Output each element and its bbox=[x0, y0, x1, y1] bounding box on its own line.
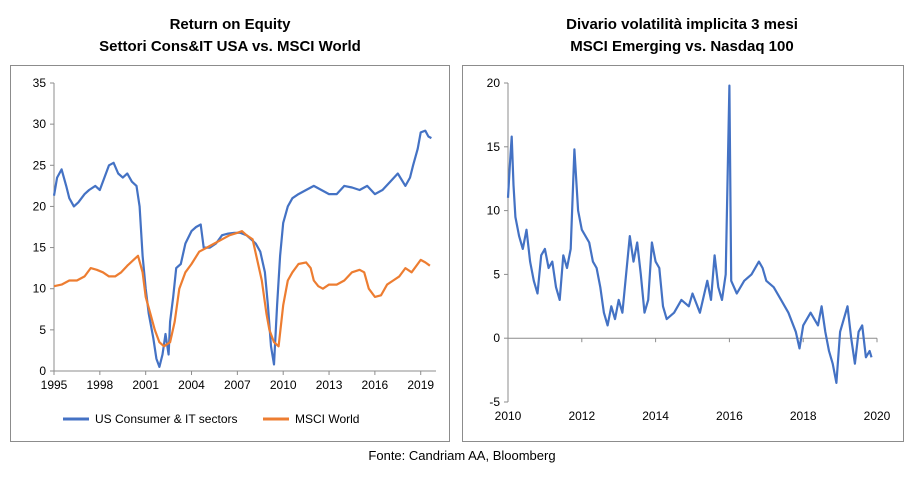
chart-1-series-line-1 bbox=[53, 230, 431, 348]
chart-1-x-tick-label: 2007 bbox=[224, 378, 251, 392]
chart-2-y-tick-label: 0 bbox=[493, 331, 500, 345]
chart-1-x-tick-label: 2004 bbox=[178, 378, 205, 392]
chart-1-y-tick-label: 15 bbox=[33, 241, 47, 255]
chart-1-y-tick-label: 20 bbox=[33, 199, 47, 213]
chart-2-y-tick-label: 20 bbox=[487, 76, 501, 90]
chart-2-y-tick-label: 5 bbox=[493, 267, 500, 281]
chart-2-title-block: Divario volatilità implicita 3 mesi MSCI… bbox=[462, 14, 902, 58]
chart-1-series-line-0 bbox=[52, 129, 432, 368]
chart-2-series-line-0 bbox=[506, 84, 873, 384]
chart-1-title-block: Return on Equity Settori Cons&IT USA vs.… bbox=[10, 14, 450, 58]
chart-2-title: Divario volatilità implicita 3 mesi bbox=[566, 16, 798, 33]
chart-1-x-tick-label: 2013 bbox=[316, 378, 343, 392]
chart-1-y-tick-label: 35 bbox=[33, 76, 47, 90]
chart-1-y-tick-label: 30 bbox=[33, 117, 47, 131]
chart-1-y-tick-label: 10 bbox=[33, 282, 47, 296]
chart-1-x-tick-label: 2001 bbox=[132, 378, 159, 392]
chart-2-subtitle: MSCI Emerging vs. Nasdaq 100 bbox=[570, 38, 794, 55]
chart-1-x-tick-label: 2016 bbox=[362, 378, 389, 392]
chart-1-subtitle: Settori Cons&IT USA vs. MSCI World bbox=[99, 38, 361, 55]
source-note: Fonte: Candriam AA, Bloomberg bbox=[368, 448, 556, 463]
chart-1-y-tick-label: 5 bbox=[39, 323, 46, 337]
chart-1-title: Return on Equity bbox=[169, 16, 291, 33]
chart-1-y-tick-label: 0 bbox=[39, 364, 46, 378]
chart-1-panel: 0 5 10 15 20 25 30 35 1995 1998 2001 2004 2007 2010 20… bbox=[10, 65, 450, 442]
chart-1-x-tick-label: 1998 bbox=[86, 378, 113, 392]
chart-1-x-tick-label: 1995 bbox=[41, 378, 68, 392]
chart-2-y-tick-label: -5 bbox=[489, 395, 500, 409]
chart-1-x-tick-label: 2010 bbox=[270, 378, 297, 392]
chart-1-legend-label-0: US Consumer & IT sectors bbox=[95, 412, 238, 426]
chart-2-x-tick-label: 2012 bbox=[568, 409, 595, 423]
chart-2-x-tick-label: 2016 bbox=[716, 409, 743, 423]
chart-1-legend-label-1: MSCI World bbox=[295, 412, 359, 426]
chart-1-x-tick-label: 2019 bbox=[407, 378, 434, 392]
chart-2-y-tick-label: 10 bbox=[487, 204, 501, 218]
chart-2-y-tick-label: 15 bbox=[487, 140, 501, 154]
chart-1-svg: 0 5 10 15 20 25 30 35 1995 1998 2001 2004 2007 2010 20… bbox=[33, 76, 436, 426]
chart-2-x-tick-label: 2010 bbox=[495, 409, 522, 423]
chart-2-panel: -5 0 5 10 15 20 2010 2012 2014 2016 2018 2020 bbox=[462, 65, 904, 442]
chart-2-svg: -5 0 5 10 15 20 2010 2012 2014 2016 2018 2020 bbox=[487, 76, 891, 423]
chart-2-x-tick-label: 2018 bbox=[790, 409, 817, 423]
chart-2-x-tick-label: 2014 bbox=[642, 409, 669, 423]
chart-1-y-tick-label: 25 bbox=[33, 158, 47, 172]
chart-2-x-tick-label: 2020 bbox=[864, 409, 891, 423]
